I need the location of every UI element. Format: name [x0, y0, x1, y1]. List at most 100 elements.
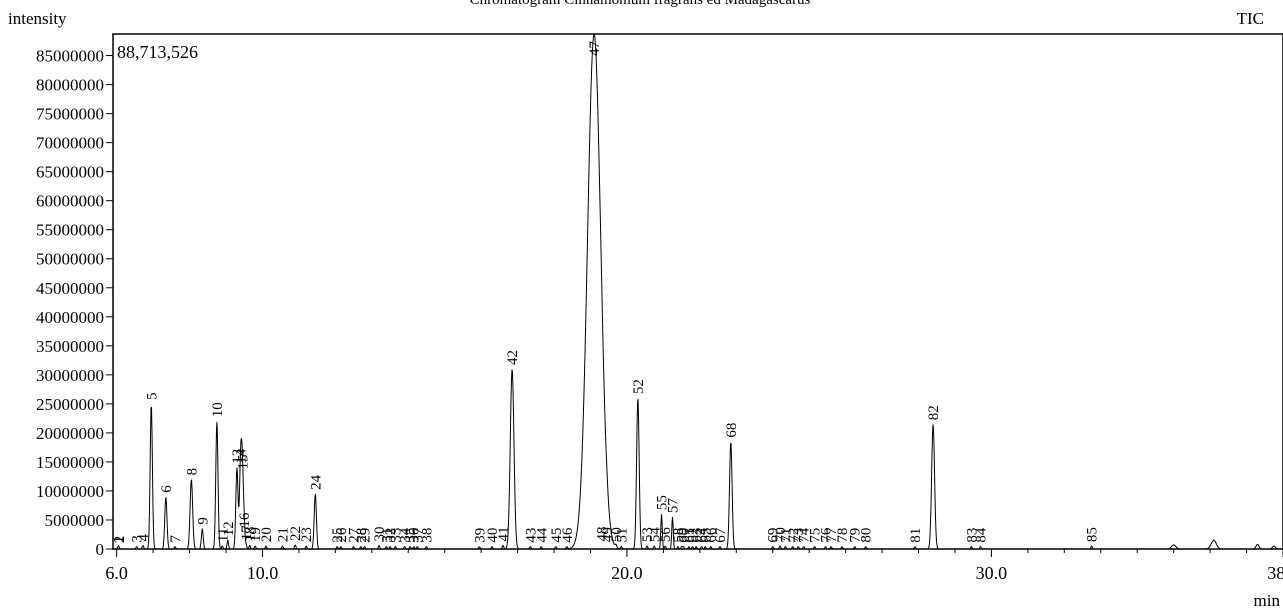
- y-tick-label: 5000000: [45, 511, 105, 530]
- peak-label: 82: [926, 405, 942, 420]
- peak-label: 27: [347, 527, 363, 543]
- peak-label: 83: [964, 528, 980, 543]
- peak-label: 59: [675, 528, 691, 543]
- y-tick-label: 80000000: [36, 76, 104, 95]
- peak-label: 50: [609, 527, 625, 542]
- peak-label: 84: [973, 527, 989, 543]
- y-tick-label: 75000000: [36, 105, 104, 124]
- peak-label: 57: [665, 498, 681, 514]
- peak-label: 7: [168, 535, 184, 543]
- peak-label: 60: [676, 528, 692, 543]
- peak-label: 4: [136, 534, 152, 542]
- y-tick-label: 10000000: [36, 482, 104, 501]
- peak-label: 85: [1085, 527, 1101, 542]
- peak-label: 20: [259, 527, 275, 542]
- peak-label: 28: [354, 528, 370, 543]
- y-tick-label: 45000000: [36, 279, 104, 298]
- peak-label: 11: [215, 528, 231, 542]
- peak-label: 64: [695, 527, 711, 543]
- x-tick-label: 20.0: [611, 563, 643, 583]
- chart-title: Chromatogram Cinnamomum fragrans ed Mada…: [470, 0, 811, 8]
- peak-label: 70: [773, 527, 789, 542]
- peak-label: 69: [766, 528, 782, 543]
- peak-label: 6: [159, 485, 175, 493]
- peak-label: 10: [210, 402, 226, 417]
- peak-label: 55: [655, 495, 671, 510]
- y-tick-label: 40000000: [36, 308, 104, 327]
- x-axis: 6.0 10.0 20.0 30.0 38.0: [105, 549, 1283, 583]
- peak-label: 9: [195, 517, 211, 525]
- peak-label: 5: [144, 392, 160, 400]
- peak-label: 42: [505, 350, 521, 365]
- peak-label: 43: [523, 528, 539, 543]
- peak-label: 72: [786, 528, 802, 543]
- peak-label: 74: [797, 527, 813, 543]
- peak-label: 14: [234, 448, 250, 464]
- y-tick-label: 65000000: [36, 163, 104, 182]
- peak-label: 58: [671, 528, 687, 543]
- y-tick-label: 30000000: [36, 366, 104, 385]
- peak-label: 15: [235, 455, 251, 470]
- y-tick-label: 70000000: [36, 134, 104, 153]
- peak-label: 38: [419, 528, 435, 543]
- peak-label: 13: [230, 449, 246, 464]
- peak-label: 29: [357, 528, 373, 543]
- y-tick-label: 15000000: [36, 453, 104, 472]
- peak-label: 3: [130, 535, 146, 543]
- peak-label: 23: [299, 527, 315, 542]
- x-axis-label: min: [1254, 591, 1281, 610]
- y-tick-label: 35000000: [36, 337, 104, 356]
- peak-label: 26: [334, 527, 350, 543]
- peak-label: 16: [237, 512, 253, 528]
- peak-label: 66: [704, 527, 720, 543]
- y-tick-label: 50000000: [36, 250, 104, 269]
- peak-label: 18: [243, 527, 259, 542]
- peak-label: 32: [383, 528, 399, 543]
- peak-label: 68: [724, 423, 740, 438]
- peak-label: 48: [594, 527, 610, 542]
- peak-label: 8: [184, 468, 200, 476]
- y-tick-label: 0: [96, 540, 105, 559]
- peak-label: 17: [239, 525, 255, 541]
- plot-frame: [112, 33, 1283, 550]
- peak-label: 39: [472, 528, 488, 543]
- max-intensity-label: 88,713,526: [117, 42, 198, 62]
- peak-label: 31: [379, 528, 395, 543]
- y-tick-label: 20000000: [36, 424, 104, 443]
- peak-label: 12: [221, 521, 237, 536]
- y-tick-label: 25000000: [36, 395, 104, 414]
- peak-label: 81: [908, 528, 924, 543]
- peak-label: 80: [859, 528, 875, 543]
- peak-label: 53: [640, 527, 656, 542]
- peak-label: 73: [791, 528, 807, 543]
- trace-label: TIC: [1237, 9, 1264, 28]
- x-tick-label: 38.0: [1267, 563, 1283, 583]
- y-tick-label: 55000000: [36, 221, 104, 240]
- x-tick-label: 10.0: [247, 563, 279, 583]
- peak-label: 56: [658, 527, 674, 543]
- peak-label: 37: [410, 527, 426, 543]
- peak-label: 2: [112, 536, 128, 544]
- peak-label: 24: [308, 474, 324, 490]
- peak-label: 51: [614, 528, 630, 543]
- peak-label: 61: [682, 528, 698, 543]
- peak-label: 63: [689, 528, 705, 543]
- peak-label: 34: [398, 527, 414, 543]
- peak-label: 35: [403, 528, 419, 543]
- peak-label: 25: [330, 528, 346, 543]
- peak-label: 1: [111, 536, 127, 544]
- y-axis: 0 5000000 10000000 15000000 20000000 25000000…: [36, 47, 113, 559]
- peak-label: 45: [549, 528, 565, 543]
- peak-label: 47: [587, 41, 603, 57]
- x-tick-label: 30.0: [976, 563, 1008, 583]
- peak-label: 62: [686, 528, 702, 543]
- peak-label: 30: [372, 527, 388, 542]
- peak-label: 40: [485, 528, 501, 543]
- peak-label: 65: [698, 528, 714, 543]
- peak-label: 49: [600, 527, 616, 542]
- peak-label: 52: [631, 379, 647, 394]
- y-axis-label: intensity: [8, 9, 67, 28]
- peak-label: 44: [534, 527, 550, 543]
